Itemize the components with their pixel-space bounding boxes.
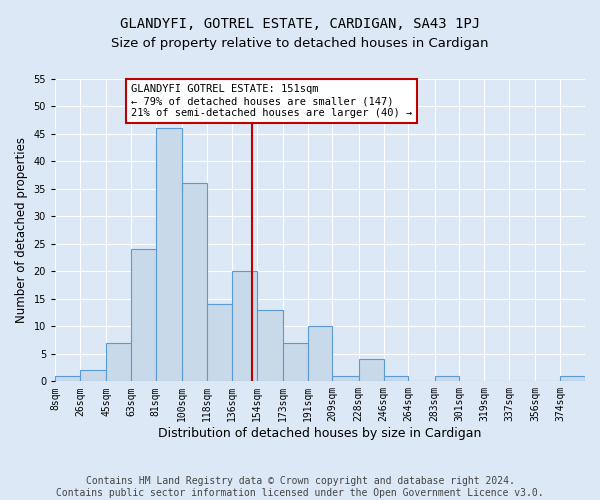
Bar — [156, 128, 182, 382]
Bar — [308, 326, 332, 382]
Bar — [80, 370, 106, 382]
Text: GLANDYFI, GOTREL ESTATE, CARDIGAN, SA43 1PJ: GLANDYFI, GOTREL ESTATE, CARDIGAN, SA43 … — [120, 18, 480, 32]
Text: Contains HM Land Registry data © Crown copyright and database right 2024.
Contai: Contains HM Land Registry data © Crown c… — [56, 476, 544, 498]
X-axis label: Distribution of detached houses by size in Cardigan: Distribution of detached houses by size … — [158, 427, 482, 440]
Bar — [434, 376, 460, 382]
Bar — [207, 304, 232, 382]
Text: Size of property relative to detached houses in Cardigan: Size of property relative to detached ho… — [111, 38, 489, 51]
Bar — [257, 310, 283, 382]
Bar — [332, 376, 359, 382]
Bar — [232, 272, 257, 382]
Bar — [383, 376, 409, 382]
Bar — [283, 343, 308, 382]
Bar — [182, 184, 207, 382]
Bar — [131, 250, 156, 382]
Text: GLANDYFI GOTREL ESTATE: 151sqm
← 79% of detached houses are smaller (147)
21% of: GLANDYFI GOTREL ESTATE: 151sqm ← 79% of … — [131, 84, 412, 117]
Bar — [55, 376, 80, 382]
Y-axis label: Number of detached properties: Number of detached properties — [15, 137, 28, 323]
Bar — [106, 343, 131, 382]
Bar — [560, 376, 585, 382]
Bar — [359, 360, 383, 382]
